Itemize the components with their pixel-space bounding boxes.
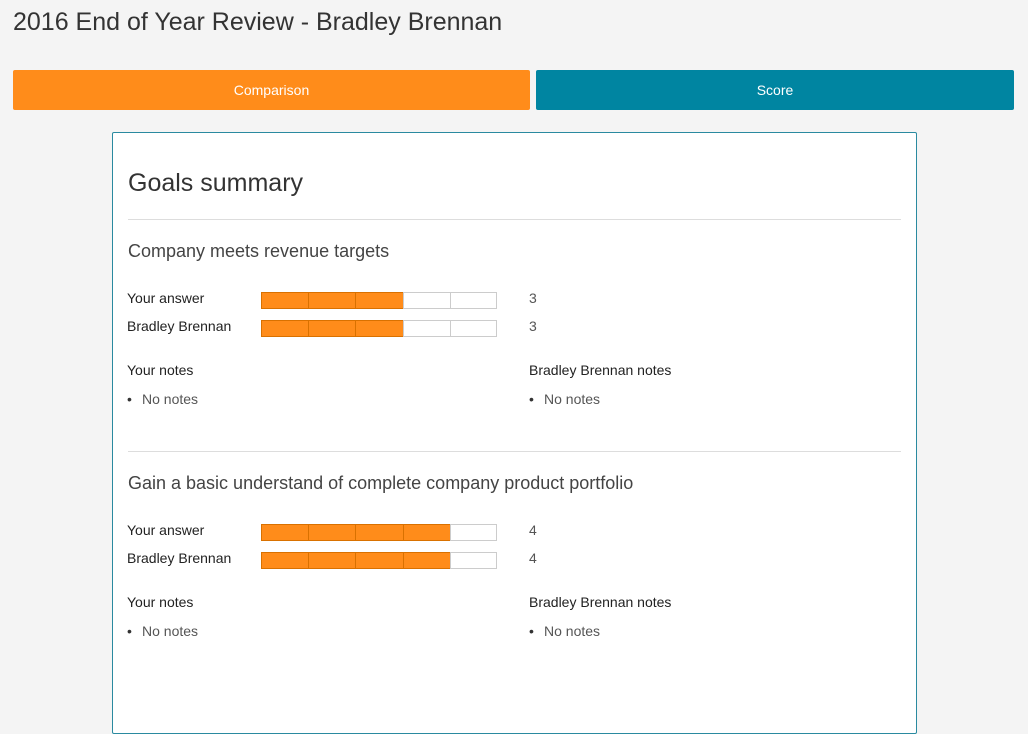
goal-title: Company meets revenue targets — [128, 241, 390, 261]
segment-divider — [449, 524, 451, 541]
goals-panel: Goals summary Company meets revenue targ… — [112, 132, 917, 734]
rating-label: Bradley Brennan — [127, 550, 232, 566]
rating-bar — [261, 320, 497, 337]
segment-divider — [308, 320, 310, 337]
segment-divider — [355, 524, 357, 541]
note-item: No notes — [529, 623, 600, 639]
note-item: No notes — [529, 391, 600, 407]
rating-value: 3 — [529, 290, 537, 306]
panel-title: Goals summary — [128, 169, 304, 197]
segment-divider — [402, 552, 404, 569]
rating-value: 3 — [529, 318, 537, 334]
segment-divider — [308, 524, 310, 541]
rating-bar — [261, 292, 497, 309]
rating-fill — [261, 320, 404, 337]
page-title: 2016 End of Year Review - Bradley Brenna… — [13, 8, 503, 36]
note-item: No notes — [127, 623, 198, 639]
rating-fill — [261, 292, 404, 309]
segment-divider — [449, 552, 451, 569]
segment-divider — [355, 552, 357, 569]
tab-button[interactable]: Score — [536, 70, 1014, 110]
goal-title: Gain a basic understand of complete comp… — [128, 473, 634, 493]
notes-heading: Bradley Brennan notes — [529, 362, 672, 378]
rating-label: Bradley Brennan — [127, 318, 232, 334]
segment-divider — [402, 292, 404, 309]
segment-divider — [308, 552, 310, 569]
rating-label: Your answer — [127, 290, 205, 306]
divider — [128, 451, 901, 452]
rating-bar — [261, 552, 497, 569]
segment-divider — [355, 292, 357, 309]
segment-divider — [449, 320, 451, 337]
note-item: No notes — [127, 391, 198, 407]
rating-value: 4 — [529, 550, 537, 566]
divider — [128, 219, 901, 220]
notes-heading: Your notes — [127, 594, 194, 610]
segment-divider — [402, 320, 404, 337]
tab-button[interactable]: Comparison — [13, 70, 530, 110]
segment-divider — [355, 320, 357, 337]
segment-divider — [308, 292, 310, 309]
notes-heading: Bradley Brennan notes — [529, 594, 672, 610]
rating-bar — [261, 524, 497, 541]
rating-value: 4 — [529, 522, 537, 538]
segment-divider — [402, 524, 404, 541]
segment-divider — [449, 292, 451, 309]
page: 2016 End of Year Review - Bradley Brenna… — [0, 0, 1028, 683]
rating-label: Your answer — [127, 522, 205, 538]
notes-heading: Your notes — [127, 362, 194, 378]
